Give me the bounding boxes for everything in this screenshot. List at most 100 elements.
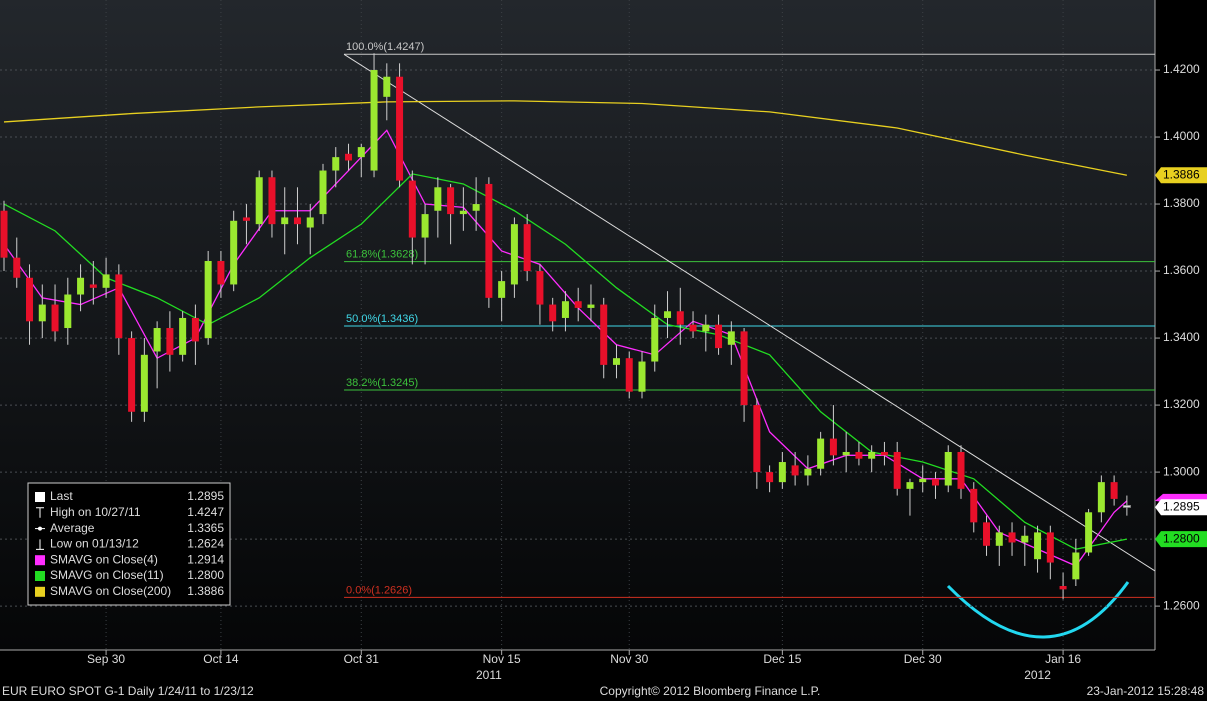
fib-label: 61.8%(1.3628) (346, 249, 418, 261)
x-tick-label: Nov 15 (483, 652, 521, 666)
candle-body (77, 277, 85, 295)
candle-body (332, 157, 340, 171)
candle-body (970, 488, 978, 523)
candle-body (115, 274, 123, 339)
x-tick-label: Nov 30 (610, 652, 648, 666)
candle-body (26, 277, 34, 322)
candle-body (281, 217, 289, 225)
candle-body (829, 438, 837, 456)
candle-body (293, 217, 301, 225)
candle-body (561, 301, 569, 318)
candle-body (753, 405, 761, 473)
candle-body (268, 177, 276, 225)
y-tick-label: 1.3000 (1163, 464, 1200, 478)
pattern-arc (946, 581, 1130, 639)
legend-value: 1.3886 (187, 584, 224, 598)
legend-value: 1.2800 (187, 568, 224, 582)
fib-label: 100.0%(1.4247) (346, 41, 424, 53)
legend-value: 1.2895 (187, 489, 224, 503)
candle-body (600, 304, 608, 365)
candle-body (140, 354, 148, 412)
y-tick-label: 1.3200 (1163, 397, 1200, 411)
candle-body (868, 451, 876, 459)
year-label: 2011 (476, 668, 502, 682)
candle-body (625, 358, 633, 392)
year-label: 2012 (1024, 668, 1051, 682)
candle-body (664, 311, 672, 318)
legend-label: SMAVG on Close(4) (50, 552, 158, 566)
candle-body (255, 177, 263, 225)
candle-body (549, 304, 557, 322)
candle-body (396, 76, 404, 181)
legend-swatch (35, 571, 45, 581)
candle-body (128, 338, 136, 412)
footer-center: Copyright© 2012 Bloomberg Finance L.P. (600, 684, 821, 698)
legend-label: High on 10/27/11 (50, 505, 141, 519)
price-tag-label: 1.2800 (1163, 531, 1200, 545)
candle-body (689, 324, 697, 332)
y-tick-label: 1.3800 (1163, 196, 1200, 210)
sma-line (3, 173, 1128, 550)
candle-body (13, 257, 21, 278)
candle-body (995, 532, 1003, 546)
candle-body (217, 261, 225, 285)
legend-label: SMAVG on Close(11) (50, 568, 164, 582)
candle-body (574, 301, 582, 308)
candle-body (345, 153, 353, 161)
candle-body (944, 451, 952, 486)
legend-value: 1.4247 (187, 505, 224, 519)
candle-body (1008, 532, 1016, 543)
candle-body (791, 465, 799, 476)
candle-body (727, 331, 735, 345)
candle-body (370, 70, 378, 171)
candle-body (153, 328, 161, 352)
candle-body (740, 331, 748, 406)
candle-body (880, 451, 888, 456)
candle-body (306, 217, 314, 228)
legend-label: Low on 01/13/12 (50, 537, 139, 551)
candle-body (459, 210, 467, 215)
legend-value: 1.3365 (187, 521, 224, 535)
candle-body (383, 76, 391, 97)
legend-value: 1.2624 (187, 537, 224, 551)
candle-body (434, 187, 442, 211)
candle-body (204, 261, 212, 339)
candle-body (855, 451, 863, 459)
candle-body (1021, 535, 1029, 543)
candle-body (906, 482, 914, 489)
y-tick-label: 1.4200 (1163, 62, 1200, 76)
trendline (343, 53, 1156, 572)
y-tick-label: 1.4000 (1163, 129, 1200, 143)
candle-body (804, 468, 812, 476)
candle-body (893, 451, 901, 489)
candle-body (612, 358, 620, 365)
x-tick-label: Oct 14 (203, 652, 239, 666)
y-tick-label: 1.3400 (1163, 330, 1200, 344)
candle-body (523, 224, 531, 272)
x-tick-label: Jan 16 (1045, 652, 1081, 666)
candle-body (408, 180, 416, 238)
candle-body (638, 361, 646, 392)
legend-swatch (35, 586, 45, 597)
footer-right: 23-Jan-2012 15:28:48 (1087, 684, 1205, 698)
candle-body (1097, 482, 1105, 513)
fib-label: 50.0%(1.3436) (346, 313, 418, 325)
legend-swatch (35, 555, 45, 566)
price-tag-label: 1.2895 (1163, 499, 1200, 513)
candle-body (778, 462, 786, 483)
candle-body (498, 281, 506, 298)
x-tick-label: Oct 31 (344, 652, 380, 666)
candle-body (1034, 532, 1042, 560)
sma-line (3, 100, 1128, 176)
candle-body (179, 317, 187, 355)
candle-body (676, 311, 684, 325)
candle-body (587, 304, 595, 308)
legend-value: 1.2914 (187, 552, 224, 566)
legend-icon (36, 507, 44, 518)
price-tag-label: 1.3886 (1163, 167, 1200, 181)
candle-body (485, 183, 493, 298)
candle-body (447, 187, 455, 215)
candle-body (1122, 505, 1131, 508)
